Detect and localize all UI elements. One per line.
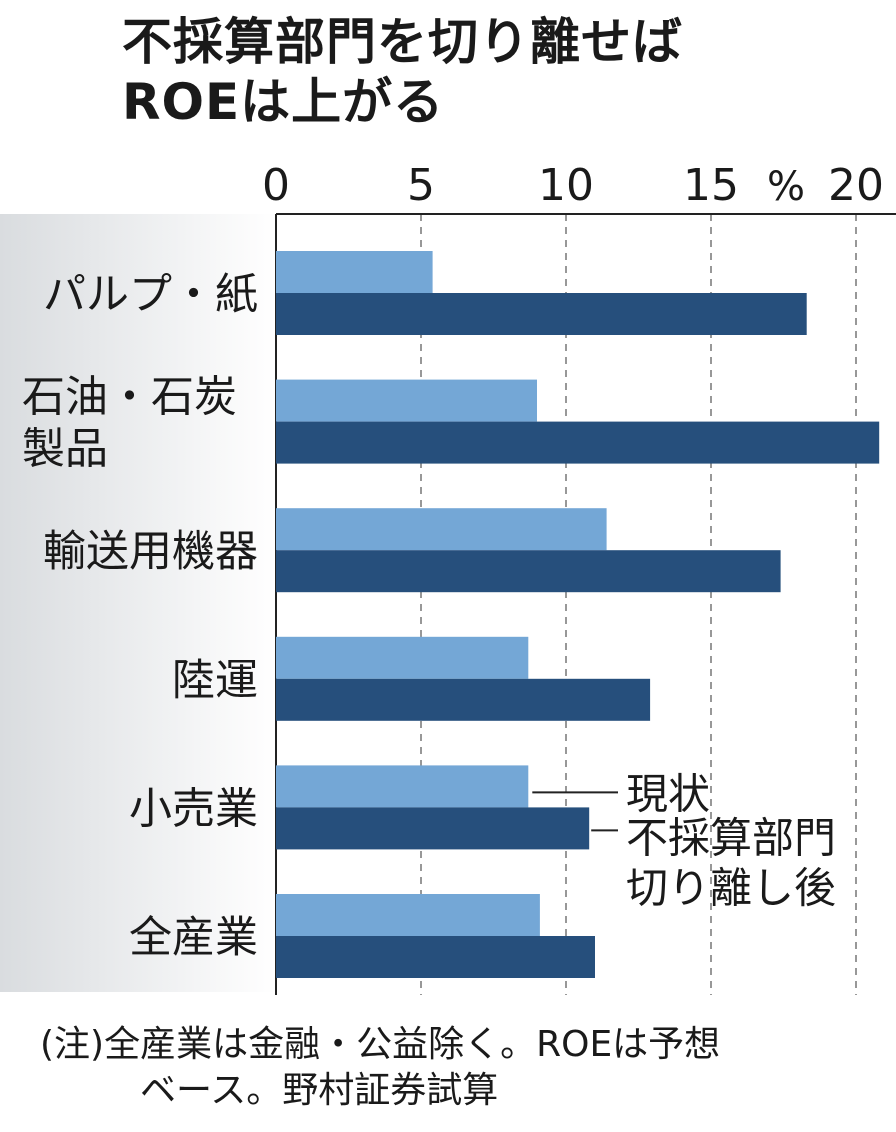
legend-label-after-0: 不採算部門 [626, 813, 836, 862]
category-label-1-0: 石油・石炭 [22, 373, 237, 423]
bar-after-4 [276, 807, 590, 850]
tick-label-20: 20 [828, 160, 884, 211]
bar-current-5 [276, 894, 540, 936]
chart-note: (注)全産業は金融・公益除く。ROEは予想 ベース。野村証券試算 [40, 1022, 880, 1114]
category-label-3-0: 陸運 [172, 656, 258, 706]
category-label-0-0: パルプ・紙 [43, 270, 258, 320]
bar-after-5 [276, 936, 595, 978]
unit-label: % [767, 164, 805, 210]
bar-current-4 [276, 765, 529, 808]
chart-title-line-1: 不採算部門を切り離せば [122, 13, 683, 71]
note-line-2: ベース。野村証券試算 [140, 1070, 499, 1111]
legend-label-after-1: 切り離し後 [626, 863, 836, 912]
tick-label-10: 10 [538, 160, 594, 211]
tick-label-15: 15 [683, 160, 739, 211]
bar-current-0 [276, 251, 433, 293]
tick-label-5: 5 [407, 160, 435, 211]
category-label-4-0: 小売業 [129, 784, 258, 834]
category-panel [0, 214, 276, 992]
category-label-5-0: 全産業 [129, 913, 258, 963]
bar-after-2 [276, 550, 781, 593]
bar-after-1 [276, 421, 880, 464]
category-label-1-1: 製品 [22, 425, 108, 475]
bar-after-3 [276, 678, 651, 721]
chart-title: 不採算部門を切り離せば ROEは上がる [122, 12, 892, 132]
bar-current-2 [276, 508, 607, 551]
legend-label-current: 現状 [626, 769, 710, 818]
note-line-1: (注)全産業は金融・公益除く。ROEは予想 [40, 1024, 721, 1065]
tick-label-0: 0 [262, 160, 290, 211]
bar-after-0 [276, 293, 807, 335]
category-label-2-0: 輸送用機器 [43, 527, 258, 577]
bar-current-1 [276, 379, 537, 422]
chart-title-line-2: ROEは上がる [122, 73, 445, 131]
bar-current-3 [276, 636, 529, 679]
